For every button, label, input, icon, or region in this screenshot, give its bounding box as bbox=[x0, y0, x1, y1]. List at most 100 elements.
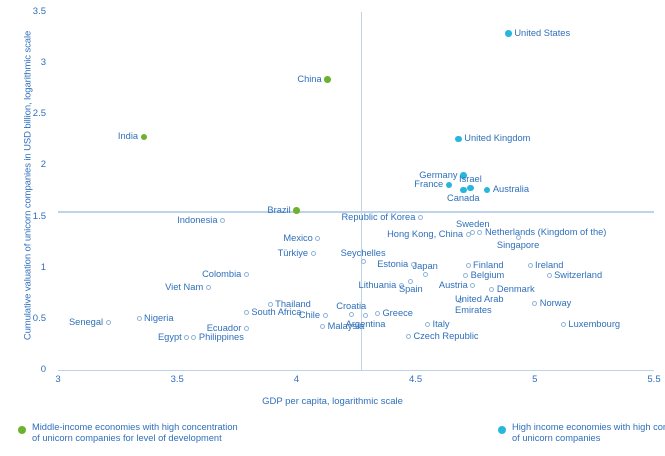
data-point-label: Singapore bbox=[496, 240, 540, 251]
legend-label: High income economies with high concentr… bbox=[512, 422, 665, 444]
data-point[interactable] bbox=[532, 301, 538, 306]
data-point-label: Israel bbox=[459, 173, 482, 184]
data-point[interactable] bbox=[293, 207, 300, 214]
data-point[interactable] bbox=[422, 272, 428, 278]
data-point[interactable] bbox=[184, 334, 190, 340]
data-point-label: Colombia bbox=[202, 269, 242, 280]
data-point[interactable] bbox=[322, 313, 328, 319]
data-point[interactable] bbox=[460, 186, 467, 194]
data-point[interactable] bbox=[360, 259, 366, 265]
data-point[interactable] bbox=[136, 316, 142, 322]
data-point[interactable] bbox=[405, 333, 411, 339]
data-point-label: Denmark bbox=[496, 283, 535, 294]
vertical-reference-line bbox=[360, 12, 363, 370]
data-point-label: China bbox=[297, 74, 322, 84]
data-point-label: Croatia bbox=[336, 300, 367, 311]
data-point-label: Indonesia bbox=[177, 215, 218, 226]
data-point[interactable] bbox=[140, 133, 148, 141]
y-tick-label: 1 bbox=[40, 261, 46, 273]
data-point[interactable] bbox=[470, 230, 476, 236]
data-point-label: Switzerland bbox=[554, 270, 603, 281]
data-point-label: France bbox=[414, 179, 444, 190]
data-point[interactable] bbox=[105, 320, 111, 326]
y-axis-title: Cumulative valuation of unicorn companie… bbox=[22, 30, 34, 341]
data-point[interactable] bbox=[425, 322, 431, 328]
data-point-label: Seychelles bbox=[340, 247, 386, 258]
data-point[interactable] bbox=[191, 334, 197, 340]
data-point[interactable] bbox=[219, 218, 225, 224]
x-axis-title: GDP per capita, logarithmic scale bbox=[262, 396, 403, 407]
data-point[interactable] bbox=[324, 76, 331, 83]
y-tick-label: 0.5 bbox=[32, 312, 46, 324]
data-point[interactable] bbox=[505, 30, 512, 37]
legend-marker bbox=[18, 426, 26, 434]
data-point-label: Italy bbox=[432, 319, 450, 330]
data-point[interactable] bbox=[477, 230, 483, 236]
data-point[interactable] bbox=[560, 322, 566, 328]
x-tick-label: 4 bbox=[293, 374, 300, 385]
data-point[interactable] bbox=[267, 302, 273, 308]
x-axis-line bbox=[58, 370, 654, 371]
data-point[interactable] bbox=[527, 263, 533, 269]
data-point[interactable] bbox=[348, 312, 354, 318]
legend-marker bbox=[498, 426, 506, 434]
data-point[interactable] bbox=[445, 181, 453, 189]
data-point[interactable] bbox=[470, 282, 476, 288]
data-point-label: Ecuador bbox=[206, 322, 242, 333]
data-point[interactable] bbox=[410, 262, 416, 268]
data-point-label: Germany bbox=[419, 170, 458, 181]
data-point[interactable] bbox=[483, 186, 491, 194]
data-point[interactable] bbox=[463, 273, 469, 279]
data-point[interactable] bbox=[320, 323, 326, 329]
data-point-label: India bbox=[117, 131, 139, 142]
data-point[interactable] bbox=[243, 325, 249, 331]
data-point-label: Brazil bbox=[267, 204, 291, 215]
data-point[interactable] bbox=[374, 311, 380, 317]
data-point-label: Norway bbox=[539, 298, 572, 308]
data-point[interactable] bbox=[467, 184, 474, 192]
data-point[interactable] bbox=[243, 310, 249, 316]
data-point[interactable] bbox=[489, 286, 495, 292]
data-point-label: Hong Kong, China bbox=[387, 229, 464, 240]
data-point[interactable] bbox=[515, 234, 521, 240]
data-point[interactable] bbox=[460, 172, 467, 179]
data-point-label: Sweden bbox=[456, 218, 490, 229]
data-point-label: Egypt bbox=[157, 331, 182, 342]
data-point[interactable] bbox=[315, 235, 321, 241]
data-point-label: Spain bbox=[398, 284, 423, 294]
legend-label-line1: High income economies with high concentr… bbox=[512, 422, 665, 432]
data-point-label: Senegal bbox=[68, 317, 104, 328]
data-point[interactable] bbox=[310, 250, 316, 256]
data-point[interactable] bbox=[417, 215, 423, 221]
data-point[interactable] bbox=[546, 273, 552, 279]
legend-label-line1: Middle-income economies with high concen… bbox=[32, 422, 238, 432]
data-point[interactable] bbox=[243, 272, 249, 278]
data-point[interactable] bbox=[465, 232, 471, 238]
x-tick-label: 5.5 bbox=[647, 374, 661, 385]
data-point[interactable] bbox=[363, 313, 369, 319]
data-point[interactable] bbox=[205, 284, 211, 290]
data-point-label: Republic of Korea bbox=[341, 212, 416, 223]
x-tick-label: 3.5 bbox=[170, 374, 184, 385]
x-tick-label: 3 bbox=[55, 374, 61, 385]
data-point[interactable] bbox=[465, 263, 471, 269]
data-point-label: Finland bbox=[473, 260, 504, 271]
data-point-label: Thailand bbox=[275, 299, 311, 310]
data-point-label: Philippines bbox=[198, 331, 244, 342]
data-point-label: Japan bbox=[412, 260, 438, 271]
data-point-label: Australia bbox=[492, 184, 530, 195]
data-point-label: South Africa bbox=[251, 307, 302, 318]
data-point-label: United Arab Emirates bbox=[455, 294, 504, 315]
data-point-label: Argentina bbox=[345, 318, 386, 329]
data-point[interactable] bbox=[458, 297, 464, 303]
horizontal-reference-line bbox=[58, 211, 654, 213]
legend-label: Middle-income economies with high concen… bbox=[32, 422, 238, 444]
y-tick-label: 3 bbox=[40, 57, 46, 69]
data-point-label: Lithuania bbox=[358, 279, 397, 290]
data-point-label: Austria bbox=[438, 279, 468, 290]
data-point[interactable] bbox=[398, 282, 404, 288]
data-point[interactable] bbox=[455, 135, 462, 143]
data-point-label: Nigeria bbox=[144, 313, 174, 324]
data-point[interactable] bbox=[408, 278, 414, 284]
y-tick-label: 2 bbox=[40, 159, 46, 171]
